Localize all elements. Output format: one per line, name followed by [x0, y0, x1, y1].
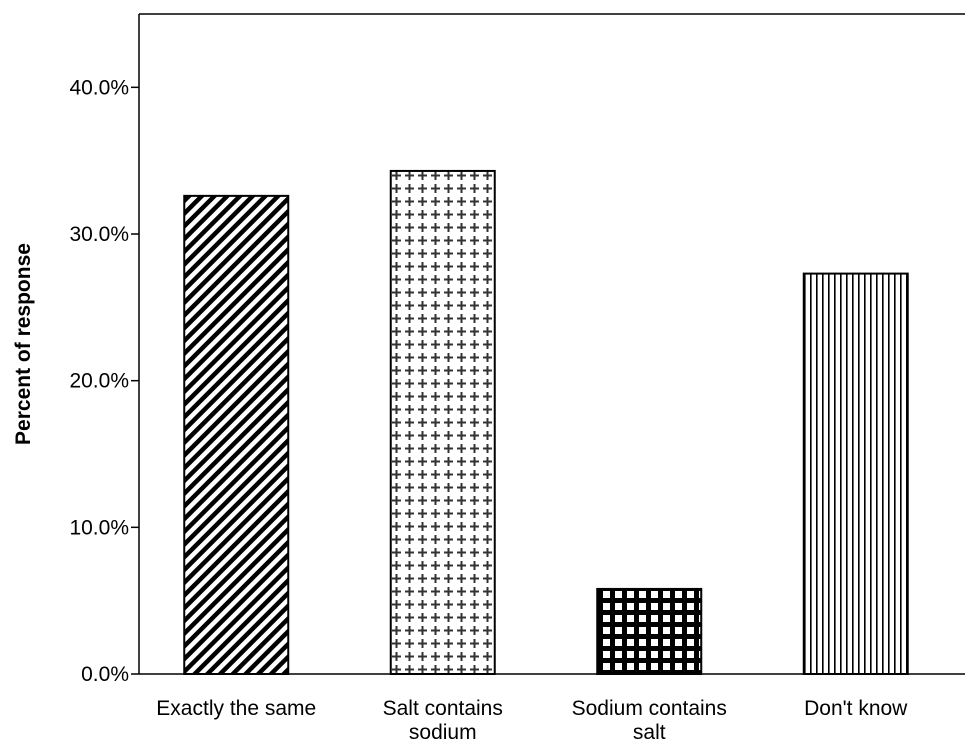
bars [183, 169, 909, 676]
x-category-label: Exactly the same [156, 697, 316, 720]
x-category-label-line: Don't know [804, 697, 908, 720]
y-axis-ticks: 0.0% 10.0% 20.0% 30.0% 40.0% [69, 76, 139, 686]
bar-3 [802, 272, 909, 675]
bar-0 [183, 194, 290, 675]
x-category-label-line: Exactly the same [156, 697, 316, 720]
x-category-label-line: Sodium contains [572, 697, 727, 720]
y-tick-label: 10.0% [69, 516, 129, 539]
x-category-label: Sodium contains salt [572, 697, 727, 744]
y-tick-label: 0.0% [81, 663, 129, 686]
x-category-label-line: sodium [409, 721, 477, 744]
y-tick-label: 20.0% [69, 370, 129, 393]
y-axis-title: Percent of response [12, 243, 35, 445]
bar-1 [389, 169, 496, 676]
y-tick-label: 30.0% [69, 223, 129, 246]
x-category-label: Don't know [804, 697, 908, 720]
x-axis-labels: Exactly the same Salt contains sodium Sodiu… [156, 697, 908, 744]
y-tick-label: 40.0% [69, 76, 129, 99]
bar-2 [596, 587, 703, 676]
x-category-label: Salt contains sodium [383, 697, 503, 744]
x-category-label-line: salt [633, 721, 666, 744]
x-category-label-line: Salt contains [383, 697, 503, 720]
